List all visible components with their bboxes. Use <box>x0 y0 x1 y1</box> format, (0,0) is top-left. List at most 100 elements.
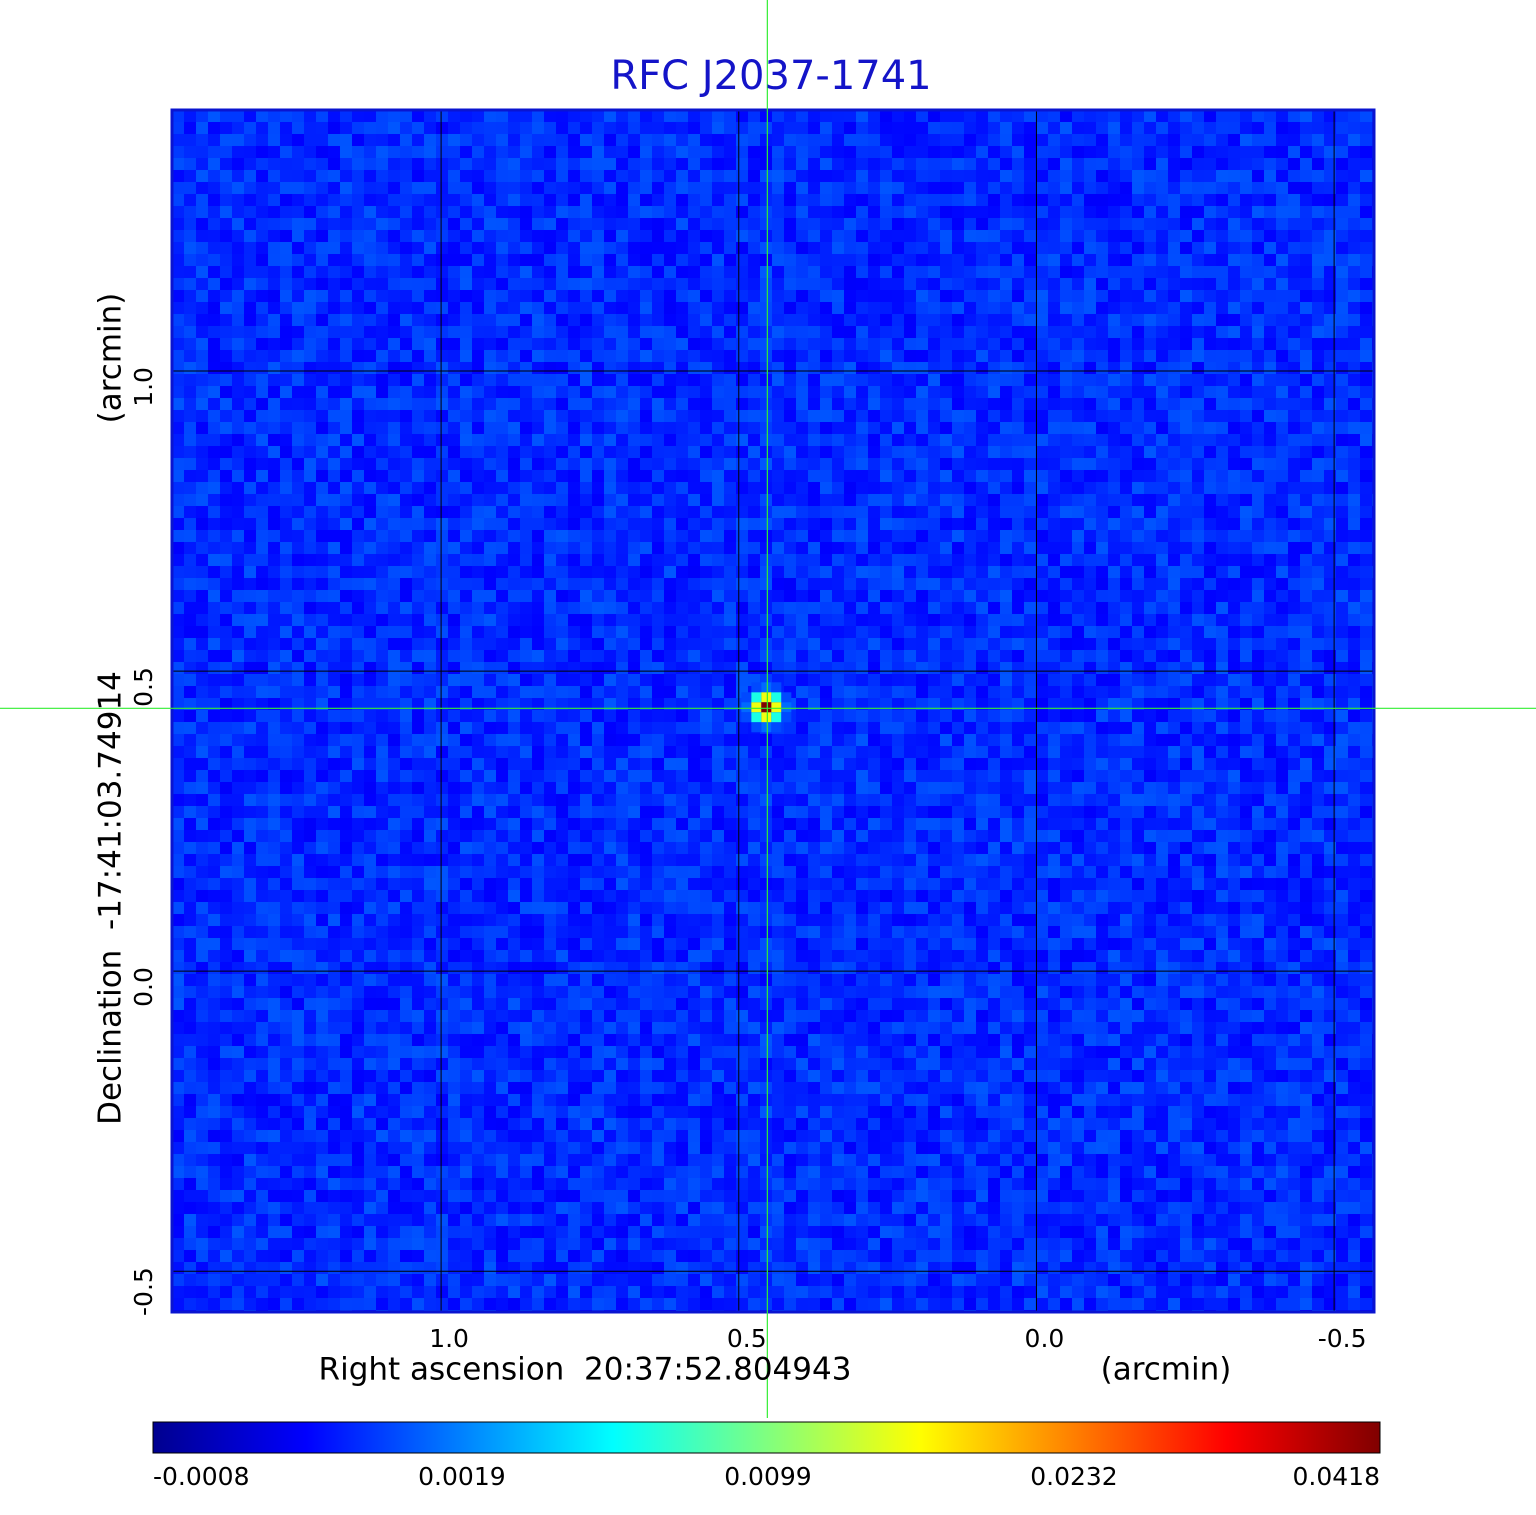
image-pixel <box>496 398 508 410</box>
image-pixel <box>184 590 196 602</box>
image-pixel <box>736 350 748 362</box>
image-pixel <box>1336 626 1348 638</box>
image-pixel <box>652 698 664 710</box>
image-pixel <box>1180 290 1192 302</box>
image-pixel <box>988 338 1000 350</box>
image-pixel <box>400 194 412 206</box>
image-pixel <box>544 542 556 554</box>
image-pixel <box>340 482 352 494</box>
image-pixel <box>964 278 976 290</box>
image-pixel <box>928 518 940 530</box>
image-pixel <box>1276 482 1288 494</box>
image-pixel <box>1288 662 1300 674</box>
image-pixel <box>1192 674 1204 686</box>
image-pixel <box>1000 422 1012 434</box>
image-pixel <box>1348 110 1360 122</box>
image-pixel <box>868 458 880 470</box>
image-pixel <box>520 218 532 230</box>
image-pixel <box>424 398 436 410</box>
image-pixel <box>412 170 424 182</box>
image-pixel <box>592 386 604 398</box>
image-pixel <box>268 602 280 614</box>
image-pixel <box>256 686 268 698</box>
image-pixel <box>280 650 292 662</box>
image-pixel <box>1132 602 1144 614</box>
image-pixel <box>676 422 688 434</box>
image-pixel <box>712 626 724 638</box>
image-pixel <box>472 614 484 626</box>
image-pixel <box>940 314 952 326</box>
image-pixel <box>172 470 184 482</box>
image-pixel <box>460 230 472 242</box>
image-pixel <box>880 530 892 542</box>
image-pixel <box>1324 122 1336 134</box>
image-pixel <box>760 374 772 386</box>
image-pixel <box>1240 506 1252 518</box>
image-pixel <box>604 266 616 278</box>
image-pixel <box>700 122 712 134</box>
image-pixel <box>1228 578 1240 590</box>
image-pixel <box>1288 566 1300 578</box>
image-pixel <box>328 686 340 698</box>
image-pixel <box>1336 266 1348 278</box>
image-pixel <box>724 650 736 662</box>
image-pixel <box>916 398 928 410</box>
image-pixel <box>400 386 412 398</box>
image-pixel <box>184 110 196 122</box>
image-pixel <box>664 146 676 158</box>
image-pixel <box>1228 458 1240 470</box>
image-pixel <box>832 662 844 674</box>
image-pixel <box>976 434 988 446</box>
image-pixel <box>724 674 736 686</box>
image-pixel <box>844 458 856 470</box>
image-pixel <box>1252 170 1264 182</box>
image-pixel <box>448 530 460 542</box>
image-pixel <box>832 110 844 122</box>
image-pixel <box>1204 254 1216 266</box>
image-pixel <box>580 398 592 410</box>
image-pixel <box>184 494 196 506</box>
image-pixel <box>412 434 424 446</box>
image-pixel <box>208 254 220 266</box>
image-pixel <box>664 254 676 266</box>
image-pixel <box>1096 650 1108 662</box>
image-pixel <box>1168 614 1180 626</box>
image-pixel <box>196 626 208 638</box>
image-pixel <box>1180 374 1192 386</box>
image-pixel <box>640 326 652 338</box>
image-pixel <box>628 626 640 638</box>
image-pixel <box>328 482 340 494</box>
image-pixel <box>472 230 484 242</box>
image-pixel <box>1096 326 1108 338</box>
image-pixel <box>376 134 388 146</box>
image-pixel <box>328 254 340 266</box>
image-pixel <box>232 218 244 230</box>
image-pixel <box>520 458 532 470</box>
image-pixel <box>472 638 484 650</box>
image-pixel <box>604 626 616 638</box>
image-pixel <box>712 278 724 290</box>
image-pixel <box>772 662 784 674</box>
image-pixel <box>376 146 388 158</box>
image-pixel <box>952 122 964 134</box>
image-pixel <box>544 158 556 170</box>
image-pixel <box>568 122 580 134</box>
image-pixel <box>1156 530 1168 542</box>
image-pixel <box>724 662 736 674</box>
image-pixel <box>736 446 748 458</box>
image-pixel <box>1156 602 1168 614</box>
image-pixel <box>928 254 940 266</box>
image-pixel <box>472 698 484 710</box>
image-pixel <box>244 674 256 686</box>
image-pixel <box>1336 458 1348 470</box>
image-pixel <box>316 434 328 446</box>
image-pixel <box>604 182 616 194</box>
image-pixel <box>700 434 712 446</box>
image-pixel <box>400 374 412 386</box>
image-pixel <box>412 386 424 398</box>
image-pixel <box>664 194 676 206</box>
image-pixel <box>688 626 700 638</box>
image-pixel <box>256 566 268 578</box>
image-pixel <box>472 506 484 518</box>
image-pixel <box>568 266 580 278</box>
